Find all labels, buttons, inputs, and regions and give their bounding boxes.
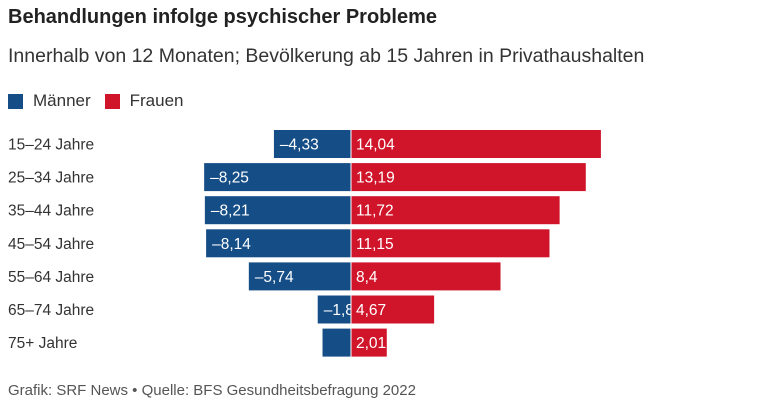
legend-item-maenner: Männer	[8, 91, 91, 111]
bar-frauen	[351, 130, 601, 158]
chart-subtitle: Innerhalb von 12 Monaten; Bevölkerung ab…	[8, 45, 645, 67]
data-label-frauen: 14,04	[356, 137, 395, 154]
bar-maenner	[273, 130, 351, 158]
data-label-frauen: 11,72	[356, 203, 394, 220]
bar-maenner	[204, 163, 351, 192]
bar-frauen	[351, 295, 435, 324]
legend-label-maenner: Männer	[33, 91, 91, 110]
bar-frauen	[351, 229, 550, 258]
legend-item-frauen: Frauen	[104, 91, 184, 111]
bar-frauen	[351, 328, 387, 357]
legend-swatch-frauen	[104, 93, 120, 109]
bar-frauen	[351, 262, 501, 291]
data-label-frauen: 2,01	[356, 335, 386, 352]
chart-title: Behandlungen infolge psychischer Problem…	[8, 6, 437, 28]
category-label: 65–74 Jahre	[8, 302, 94, 319]
legend: Männer Frauen	[8, 90, 198, 112]
data-label-frauen: 11,15	[356, 236, 394, 253]
bar-maenner	[206, 229, 351, 258]
category-label: 55–64 Jahre	[8, 269, 94, 286]
source-footer: Grafik: SRF News • Quelle: BFS Gesundhei…	[8, 382, 416, 399]
bar-maenner	[204, 196, 351, 225]
legend-label-frauen: Frauen	[129, 91, 184, 110]
category-label: 35–44 Jahre	[8, 203, 94, 220]
bar-maenner	[248, 262, 351, 291]
category-label: 15–24 Jahre	[8, 137, 94, 154]
bar-maenner	[322, 328, 351, 357]
data-label-frauen: 13,19	[356, 170, 395, 187]
data-label-maenner: –4,33	[280, 137, 319, 154]
bar-frauen	[351, 163, 586, 192]
data-label-maenner: –8,21	[211, 203, 250, 220]
legend-swatch-maenner	[8, 93, 23, 109]
data-label-frauen: 8,4	[356, 269, 378, 286]
data-label-maenner: –8,14	[212, 236, 251, 253]
data-label-frauen: 4,67	[356, 302, 386, 319]
bar-maenner	[317, 295, 351, 324]
data-label-maenner: –5,74	[255, 269, 294, 286]
category-label: 75+ Jahre	[8, 335, 77, 352]
category-label: 45–54 Jahre	[8, 236, 94, 253]
bar-frauen	[351, 196, 560, 225]
data-label-maenner: –8,25	[210, 170, 249, 187]
category-label: 25–34 Jahre	[8, 170, 94, 187]
